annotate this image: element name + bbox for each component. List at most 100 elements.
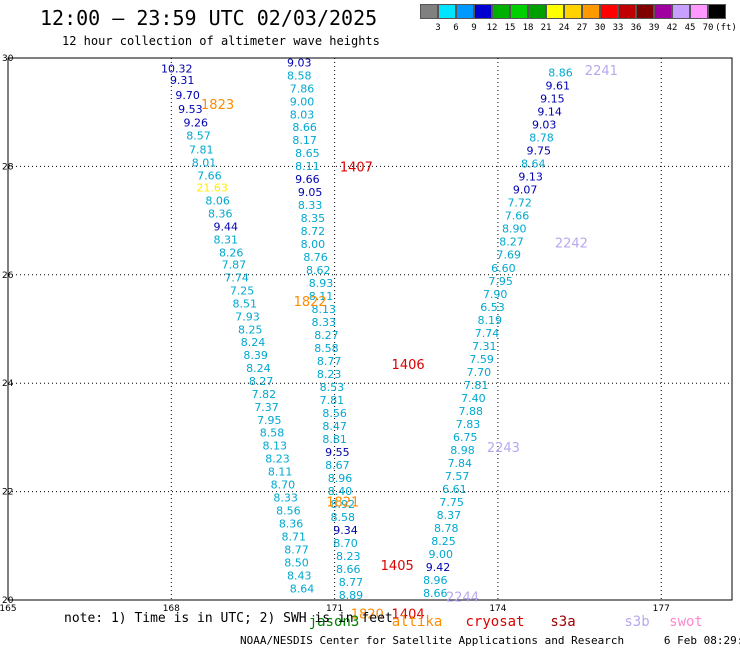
- wave-height-label: 8.40: [328, 485, 353, 498]
- scale-label: 42: [666, 23, 678, 33]
- satellite-legend-jason3: jason3: [309, 614, 360, 630]
- wave-height-label: 8.23: [265, 453, 290, 466]
- wave-height-label: 8.62: [306, 264, 331, 277]
- scale-label: 27: [576, 23, 588, 33]
- wave-height-label: 8.24: [246, 362, 271, 375]
- wave-height-label: 8.66: [423, 587, 448, 600]
- wave-height-label: 8.03: [290, 108, 315, 121]
- wave-height-label: 6.53: [480, 301, 505, 314]
- wave-height-label: 7.72: [507, 197, 532, 210]
- scale-label: 6: [453, 23, 459, 33]
- wave-height-label: 8.96: [328, 472, 353, 485]
- scale-label: 24: [558, 23, 570, 33]
- wave-height-label: 8.70: [333, 537, 358, 550]
- wave-height-label: 8.26: [219, 247, 244, 260]
- wave-height-label: 8.90: [502, 223, 527, 236]
- scale-swatch: [618, 4, 636, 19]
- lat-tick-label: 22: [2, 488, 13, 498]
- wave-height-label: 8.58: [314, 342, 339, 355]
- footer-agency: NOAA/NESDIS Center for Satellite Applica…: [240, 634, 625, 647]
- scale-label: 45: [684, 23, 696, 33]
- wave-height-label: 9.44: [213, 221, 238, 234]
- wave-height-label: 8.25: [431, 535, 456, 548]
- wave-height-label: 8.77: [284, 544, 309, 557]
- wave-height-label: 8.77: [317, 355, 342, 368]
- wave-height-label: 8.78: [434, 522, 459, 535]
- wave-height-label: 8.33: [273, 492, 298, 505]
- wave-height-label: 7.83: [456, 418, 481, 431]
- wave-height-label: 6.61: [442, 483, 467, 496]
- pass-time-label: 2243: [487, 441, 520, 456]
- scale-swatch: [492, 4, 510, 19]
- wave-height-label: 9.75: [527, 145, 552, 158]
- wave-height-label: 8.19: [478, 314, 503, 327]
- scale-swatch: [654, 4, 672, 19]
- wave-height-label: 8.56: [276, 505, 301, 518]
- wave-height-label: 8.17: [292, 134, 317, 147]
- scale-label: 39: [648, 23, 660, 33]
- wave-height-label: 8.00: [301, 238, 326, 251]
- wave-height-label: 9.03: [532, 119, 557, 132]
- page-subtitle: 12 hour collection of altimeter wave hei…: [62, 34, 380, 48]
- lat-tick-label: 24: [2, 379, 14, 389]
- scale-swatch: [546, 4, 564, 19]
- wave-height-label: 8.71: [282, 531, 307, 544]
- wave-height-label: 9.70: [175, 89, 200, 102]
- legend-note: note: 1) Time is in UTC; 2) SWH is in fe…: [64, 611, 393, 626]
- wave-height-label: 9.13: [518, 171, 543, 184]
- scale-label: 30: [594, 23, 606, 33]
- wave-height-label: 8.11: [309, 290, 334, 303]
- map-frame: [7, 57, 733, 601]
- scale-label: 12: [486, 23, 498, 33]
- scale-swatch: [564, 4, 582, 19]
- pass-time-label: 1404: [392, 608, 425, 623]
- satellite-legend-s3a: s3a: [550, 614, 575, 630]
- satellite-legend-cryosat: cryosat: [465, 614, 524, 630]
- wave-height-label: 8.70: [271, 479, 296, 492]
- wave-height-label: 8.13: [262, 440, 287, 453]
- wave-height-label: 8.13: [311, 303, 336, 316]
- wave-height-label: 7.75: [439, 496, 464, 509]
- wave-height-label: 8.64: [290, 583, 315, 596]
- satellite-legend-swot: swot: [669, 614, 703, 630]
- scale-swatch: [510, 4, 528, 19]
- wave-height-label: 8.57: [186, 130, 211, 143]
- wave-height-label: 9.66: [295, 173, 320, 186]
- scale-swatch: [582, 4, 600, 19]
- pass-time-label: 2244: [446, 591, 479, 606]
- lon-tick-label: 177: [653, 604, 670, 614]
- lat-tick-label: 26: [2, 271, 14, 281]
- wave-height-label: 8.77: [339, 576, 364, 589]
- wave-height-label: 8.66: [292, 121, 317, 134]
- wave-height-label: 7.66: [197, 170, 222, 183]
- scale-label: 15: [504, 23, 516, 33]
- wave-height-label: 7.88: [458, 405, 483, 418]
- lon-tick-label: 168: [163, 604, 180, 614]
- wave-height-label: 8.58: [287, 69, 312, 82]
- wave-height-label: 7.93: [235, 311, 260, 324]
- scale-swatch: [672, 4, 690, 19]
- footer-timestamp: 6 Feb 08:29:13 UTC 2025: [663, 634, 740, 647]
- wave-height-label: 8.66: [336, 563, 361, 576]
- wave-height-label: 8.39: [243, 349, 268, 362]
- wave-height-label: 9.07: [513, 184, 538, 197]
- pass-time-label: 1405: [381, 559, 414, 574]
- wave-height-label: 7.57: [445, 470, 470, 483]
- scale-label: 70: [702, 23, 714, 33]
- scale-label: 9: [471, 23, 477, 33]
- wave-height-label: 8.33: [311, 316, 336, 329]
- wave-height-label: 7.95: [488, 275, 513, 288]
- footer: NOAA/NESDIS Center for Satellite Applica…: [240, 634, 740, 647]
- wave-height-label: 9.61: [546, 80, 571, 93]
- wave-height-label: 9.42: [426, 561, 451, 574]
- wave-height-label: 21.63: [196, 182, 228, 195]
- scale-label: 18: [522, 23, 534, 33]
- wave-height-label: 9.15: [540, 93, 565, 106]
- wave-height-label: 8.58: [331, 511, 356, 524]
- wave-height-label: 6.60: [491, 262, 516, 275]
- page-title: 12:00 – 23:59 UTC 02/03/2025: [40, 6, 378, 30]
- wave-height-label: 8.72: [301, 225, 326, 238]
- wave-height-label: 7.74: [224, 272, 249, 285]
- wave-height-label: 9.55: [325, 446, 350, 459]
- wave-height-label: 9.34: [333, 524, 358, 537]
